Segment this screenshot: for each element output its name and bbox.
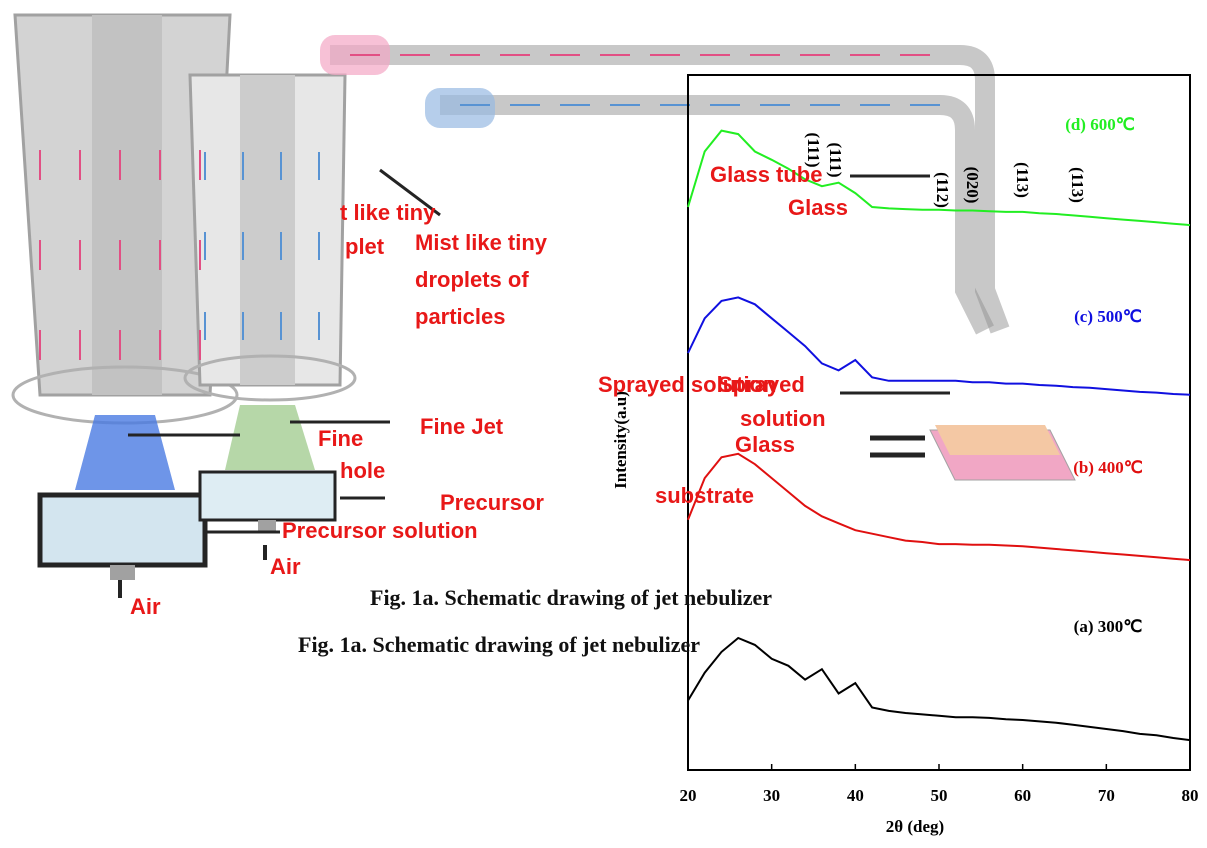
diagram-label: t like tiny bbox=[340, 200, 436, 225]
xrd-curve bbox=[688, 638, 1190, 740]
x-tick-label: 50 bbox=[931, 786, 948, 805]
nebulizer-core bbox=[240, 75, 295, 385]
film bbox=[935, 425, 1060, 455]
diagram-label: Sprayed bbox=[718, 372, 805, 397]
y-axis-label: Intensity(a.u) bbox=[611, 391, 630, 489]
x-axis-label: 2θ (deg) bbox=[886, 817, 944, 836]
diagram-label: particles bbox=[415, 304, 506, 329]
diagram-label: substrate bbox=[655, 483, 754, 508]
x-tick-label: 30 bbox=[763, 786, 780, 805]
diagram-label: Glass bbox=[788, 195, 848, 220]
diagram-label: droplets of bbox=[415, 267, 529, 292]
peak-label: (020) bbox=[963, 167, 982, 204]
x-tick-label: 80 bbox=[1182, 786, 1199, 805]
series-label: (a) 300℃ bbox=[1074, 617, 1143, 636]
glass-tube bbox=[440, 105, 985, 330]
basin bbox=[40, 495, 205, 565]
air-inlet bbox=[110, 565, 135, 580]
diagram-label: Glass bbox=[735, 432, 795, 457]
air-inlet bbox=[258, 520, 276, 532]
diagram-label: Mist like tiny bbox=[415, 230, 548, 255]
diagram-label: Air bbox=[130, 594, 161, 619]
figure: 2θ (deg) Intensity(a.u) 20 30 40 50 60 70 80 (d… bbox=[0, 0, 1207, 848]
diagram-label: Glass tube bbox=[710, 162, 822, 187]
series-label: (d) 600℃ bbox=[1065, 115, 1135, 134]
peak-label: (112) bbox=[933, 172, 952, 208]
diagram-label: Fine bbox=[318, 426, 363, 451]
nebulizer-core bbox=[92, 15, 162, 395]
peak-label: (111) bbox=[826, 143, 845, 178]
page: 2θ (deg) Intensity(a.u) 20 30 40 50 60 70 80 (d… bbox=[0, 0, 1207, 848]
caption: Fig. 1a. Schematic drawing of jet nebuli… bbox=[298, 632, 700, 657]
x-tick-label: 60 bbox=[1014, 786, 1031, 805]
peak-label: (113) bbox=[1013, 162, 1032, 198]
basin bbox=[200, 472, 335, 520]
x-tick-label: 40 bbox=[847, 786, 864, 805]
diagram-label: Precursor solution bbox=[282, 518, 478, 543]
diagram-label: Air bbox=[270, 554, 301, 579]
diagram-label: hole bbox=[340, 458, 385, 483]
pointer bbox=[870, 438, 925, 455]
diagram-label: Fine Jet bbox=[420, 414, 504, 439]
diagram-label: solution bbox=[740, 406, 826, 431]
peak-label: (113) bbox=[1068, 167, 1087, 203]
series-label: (c) 500℃ bbox=[1074, 307, 1142, 326]
x-tick-label: 20 bbox=[680, 786, 697, 805]
x-tick-label: 70 bbox=[1098, 786, 1115, 805]
tube-inlet bbox=[425, 88, 495, 128]
diagram-label: Precursor bbox=[440, 490, 544, 515]
jet bbox=[225, 405, 315, 470]
schematic bbox=[13, 15, 1075, 598]
jet bbox=[75, 415, 175, 490]
caption: Fig. 1a. Schematic drawing of jet nebuli… bbox=[370, 585, 772, 610]
diagram-label: plet bbox=[345, 234, 385, 259]
series-label: (b) 400℃ bbox=[1073, 458, 1143, 477]
